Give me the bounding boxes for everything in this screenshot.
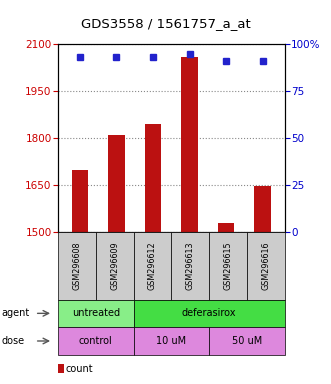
Bar — [145, 124, 161, 232]
Text: agent: agent — [2, 308, 30, 318]
Text: GDS3558 / 1561757_a_at: GDS3558 / 1561757_a_at — [81, 17, 250, 30]
Text: GSM296616: GSM296616 — [261, 242, 270, 290]
Bar — [255, 186, 271, 232]
Text: deferasirox: deferasirox — [182, 308, 236, 318]
Text: GSM296615: GSM296615 — [223, 242, 232, 290]
Text: GSM296609: GSM296609 — [110, 242, 119, 290]
Text: count: count — [66, 364, 93, 374]
Bar — [181, 57, 198, 232]
Bar — [71, 170, 88, 232]
Text: 10 uM: 10 uM — [156, 336, 186, 346]
Text: GSM296608: GSM296608 — [72, 242, 81, 290]
Text: control: control — [79, 336, 113, 346]
Text: 50 uM: 50 uM — [232, 336, 262, 346]
Text: GSM296613: GSM296613 — [186, 242, 195, 290]
Bar — [108, 135, 125, 232]
Bar — [218, 223, 234, 232]
Text: dose: dose — [2, 336, 25, 346]
Text: GSM296612: GSM296612 — [148, 242, 157, 290]
Text: untreated: untreated — [71, 308, 120, 318]
